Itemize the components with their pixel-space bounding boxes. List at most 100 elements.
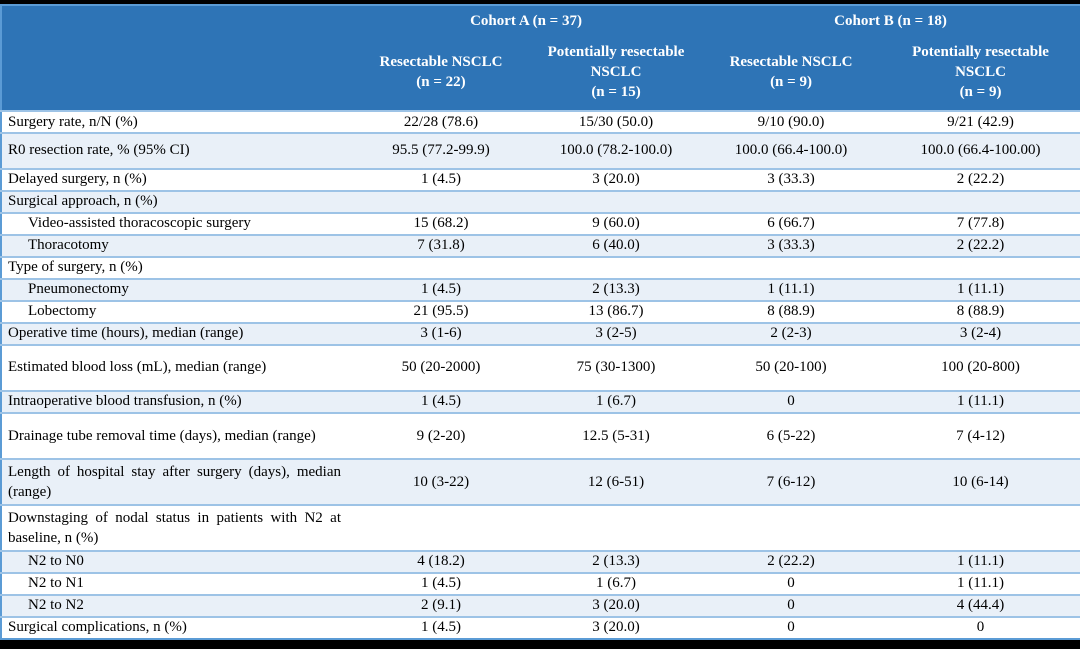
cell-value: 9/10 (90.0) xyxy=(701,110,882,133)
col-header-potentially-resectable-b: Potentially resectable NSCLC (n = 9) xyxy=(881,34,1080,111)
table-row: Operative time (hours), median (range) 3 … xyxy=(1,321,1080,345)
cell-value: 3 (20.0) xyxy=(531,593,702,617)
table-row: Thoracotomy 7 (31.8) 6 (40.0) 3 (33.3) 2 (22… xyxy=(1,233,1080,257)
cell-value: 8 (88.9) xyxy=(701,299,882,323)
cell-value: 3 (20.0) xyxy=(531,167,702,191)
table-header: Cohort A (n = 37) Cohort B (n = 18) Rese… xyxy=(1,5,1080,111)
table-row: R0 resection rate, % (95% CI) 95.5 (77.2-… xyxy=(1,132,1080,169)
cell-value: 1 (6.7) xyxy=(531,571,702,595)
cell-value: 2 (22.2) xyxy=(881,167,1080,191)
cell-value: 0 xyxy=(881,615,1080,639)
subgroup-header-row: Resectable NSCLC (n = 22) Potentially re… xyxy=(1,34,1080,111)
cell-value: 0 xyxy=(701,571,882,595)
col-header-potentially-resectable-a: Potentially resectable NSCLC (n = 15) xyxy=(531,34,702,111)
cell-value: 12.5 (5-31) xyxy=(531,411,702,459)
cell-value: 9 (2-20) xyxy=(351,411,531,459)
cell-value: 15 (68.2) xyxy=(351,211,531,235)
cell-value: 2 (22.2) xyxy=(701,549,882,573)
cell-value: 6 (5-22) xyxy=(701,411,882,459)
table-row: Downstaging of nodal status in patients … xyxy=(1,503,1080,551)
table-row: Surgery rate, n/N (%) 22/28 (78.6) 15/30 (… xyxy=(1,110,1080,133)
row-label: Drainage tube removal time (days), media… xyxy=(1,411,351,459)
cell-value: 1 (11.1) xyxy=(881,389,1080,413)
cell-value: 100.0 (78.2-100.0) xyxy=(531,132,702,169)
row-label: Downstaging of nodal status in patients … xyxy=(1,503,351,551)
cell-value: 1 (11.1) xyxy=(701,277,882,301)
col-header-n: (n = 9) xyxy=(959,84,1002,100)
row-label-header xyxy=(1,5,351,111)
cell-value: 9/21 (42.9) xyxy=(881,110,1080,133)
table-row: N2 to N0 4 (18.2) 2 (13.3) 2 (22.2) 1 (11.1) xyxy=(1,549,1080,573)
cell-value xyxy=(881,189,1080,213)
cell-value: 10 (3-22) xyxy=(351,457,531,505)
col-header-resectable-a: Resectable NSCLC (n = 22) xyxy=(351,34,531,111)
cell-value: 2 (13.3) xyxy=(531,277,702,301)
cell-value: 21 (95.5) xyxy=(351,299,531,323)
row-label: Estimated blood loss (mL), median (range… xyxy=(1,343,351,391)
table-row: Lobectomy 21 (95.5) 13 (86.7) 8 (88.9) 8 (88… xyxy=(1,299,1080,323)
table-row: Surgical approach, n (%) xyxy=(1,189,1080,213)
table-body: Surgery rate, n/N (%) 22/28 (78.6) 15/30 (… xyxy=(1,110,1080,639)
table-row: Delayed surgery, n (%) 1 (4.5) 3 (20.0) 3 (… xyxy=(1,167,1080,191)
cell-value xyxy=(701,503,882,551)
cell-value: 1 (4.5) xyxy=(351,277,531,301)
cell-value xyxy=(881,255,1080,279)
row-label: Intraoperative blood transfusion, n (%) xyxy=(1,389,351,413)
col-header-title: Potentially resectable NSCLC xyxy=(547,44,685,80)
row-label: Surgery rate, n/N (%) xyxy=(1,110,351,133)
cell-value: 100 (20-800) xyxy=(881,343,1080,391)
cell-value xyxy=(351,189,531,213)
cell-value xyxy=(881,503,1080,551)
col-header-title: Resectable NSCLC xyxy=(379,54,503,70)
table-row: Video-assisted thoracoscopic surgery 15 (… xyxy=(1,211,1080,235)
cell-value: 0 xyxy=(701,593,882,617)
cell-value: 1 (4.5) xyxy=(351,571,531,595)
row-label: Lobectomy xyxy=(1,299,351,323)
cell-value: 3 (1-6) xyxy=(351,321,531,345)
cell-value xyxy=(701,189,882,213)
cell-value xyxy=(701,255,882,279)
cell-value: 4 (44.4) xyxy=(881,593,1080,617)
cell-value: 15/30 (50.0) xyxy=(531,110,702,133)
cell-value: 10 (6-14) xyxy=(881,457,1080,505)
cell-value: 3 (2-5) xyxy=(531,321,702,345)
table-row: Length of hospital stay after surgery (d… xyxy=(1,457,1080,505)
cell-value: 6 (66.7) xyxy=(701,211,882,235)
row-label: N2 to N2 xyxy=(1,593,351,617)
surgical-outcomes-table: Cohort A (n = 37) Cohort B (n = 18) Rese… xyxy=(0,4,1080,640)
cell-value: 7 (6-12) xyxy=(701,457,882,505)
cell-value: 1 (11.1) xyxy=(881,277,1080,301)
row-label: N2 to N0 xyxy=(1,549,351,573)
table-row: Type of surgery, n (%) xyxy=(1,255,1080,279)
cell-value: 75 (30-1300) xyxy=(531,343,702,391)
row-label: Surgical approach, n (%) xyxy=(1,189,351,213)
cell-value: 3 (33.3) xyxy=(701,233,882,257)
cell-value: 100.0 (66.4-100.00) xyxy=(881,132,1080,169)
cell-value: 50 (20-2000) xyxy=(351,343,531,391)
cell-value: 1 (6.7) xyxy=(531,389,702,413)
cohort-b-header: Cohort B (n = 18) xyxy=(701,5,1080,34)
cell-value: 0 xyxy=(701,389,882,413)
cell-value: 2 (22.2) xyxy=(881,233,1080,257)
cell-value: 2 (2-3) xyxy=(701,321,882,345)
row-label: Pneumonectomy xyxy=(1,277,351,301)
cell-value: 3 (33.3) xyxy=(701,167,882,191)
cell-value: 1 (11.1) xyxy=(881,571,1080,595)
cell-value: 1 (11.1) xyxy=(881,549,1080,573)
cell-value: 2 (13.3) xyxy=(531,549,702,573)
cell-value: 3 (2-4) xyxy=(881,321,1080,345)
cell-value xyxy=(351,503,531,551)
cell-value xyxy=(531,503,702,551)
cohort-a-header: Cohort A (n = 37) xyxy=(351,5,702,34)
row-label: R0 resection rate, % (95% CI) xyxy=(1,132,351,169)
col-header-n: (n = 15) xyxy=(591,84,641,100)
row-label: Type of surgery, n (%) xyxy=(1,255,351,279)
col-header-n: (n = 9) xyxy=(770,74,812,90)
cell-value: 7 (77.8) xyxy=(881,211,1080,235)
col-header-n: (n = 22) xyxy=(416,74,466,90)
cell-value: 100.0 (66.4-100.0) xyxy=(701,132,882,169)
cell-value: 1 (4.5) xyxy=(351,389,531,413)
cell-value: 7 (4-12) xyxy=(881,411,1080,459)
cell-value: 4 (18.2) xyxy=(351,549,531,573)
row-label: N2 to N1 xyxy=(1,571,351,595)
